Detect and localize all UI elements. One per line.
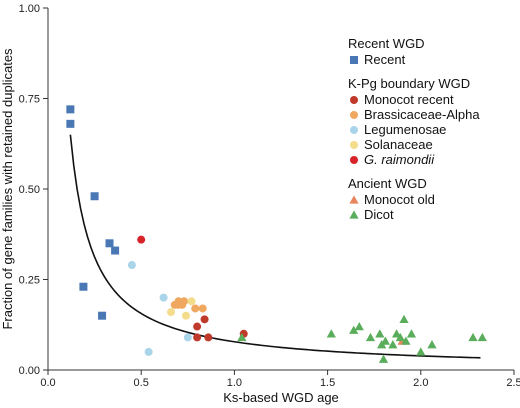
point-recent <box>111 246 120 255</box>
point-legumenosae <box>144 347 153 356</box>
legend-label-dicot: Dicot <box>364 207 394 222</box>
plot-area: 0.0 0.5 1.0 1.5 2.0 2.5 0.00 0.25 0.50 0.75 1.00 <box>19 3 520 389</box>
point-dicot <box>365 332 376 342</box>
legend-marker-brassicaceae-alpha <box>350 111 358 119</box>
y-tick-label: 0.25 <box>19 275 40 287</box>
point-dicot <box>388 340 398 349</box>
fit-curve <box>69 134 481 359</box>
point-recent <box>90 192 99 201</box>
point-dicot <box>375 329 385 338</box>
point-dicot <box>406 329 417 338</box>
legend-label-monocot-recent: Monocot recent <box>364 92 454 107</box>
point-dicot <box>380 336 390 345</box>
x-axis-label: Ks-based WGD age <box>223 390 339 405</box>
legend-label-recent: Recent <box>364 52 406 67</box>
point-legumenosae <box>127 261 136 270</box>
legend-marker-dicot <box>349 210 359 219</box>
y-tick-label: 0.50 <box>19 184 40 196</box>
legend-group-title: Ancient WGD <box>348 176 427 191</box>
legend-label-monocot-old: Monocot old <box>364 192 435 207</box>
point-dicot <box>401 336 411 345</box>
y-axis-label: Fraction of gene families with retained … <box>0 48 15 330</box>
point-recent <box>79 282 88 291</box>
point-dicot <box>378 354 389 363</box>
x-tick-label: 1.0 <box>227 377 242 389</box>
point-dicot <box>395 332 405 342</box>
point-dicot <box>326 329 336 338</box>
x-tick-label: 2.0 <box>413 377 428 389</box>
x-axis-ticks: 0.0 0.5 1.0 1.5 2.0 2.5 <box>40 370 520 389</box>
y-tick-label: 0.75 <box>19 94 40 106</box>
point-brassicaceae-alpha <box>191 304 200 313</box>
x-tick-label: 0.0 <box>40 377 55 389</box>
point-monocot-recent <box>200 315 209 324</box>
point-dicot <box>349 325 359 334</box>
point-monocot-recent <box>193 322 202 331</box>
point-solanaceae <box>167 308 176 317</box>
point-solanaceae <box>181 311 190 320</box>
point-brassicaceae-alpha <box>198 304 207 313</box>
point-brassicaceae-alpha <box>174 300 183 309</box>
point-monocot-recent <box>193 333 202 342</box>
legend-group-title: K-Pg boundary WGD <box>348 76 470 91</box>
data-points <box>66 105 487 363</box>
legend-group-title: Recent WGD <box>348 36 425 51</box>
point-g-raimondii <box>137 235 146 244</box>
legend-label-brassicaceae-alpha: Brassicaceae-Alpha <box>364 107 480 122</box>
point-recent <box>66 119 75 128</box>
legend-label-solanaceae: Solanaceae <box>364 137 433 152</box>
point-dicot <box>468 332 478 342</box>
x-tick-label: 1.5 <box>320 377 335 389</box>
legend-label-g-raimondii: G. raimondii <box>364 152 435 167</box>
legend-marker-recent <box>350 56 358 64</box>
point-dicot <box>354 321 364 331</box>
y-axis-ticks: 0.00 0.25 0.50 0.75 1.00 <box>19 3 48 377</box>
legend-label-legumenosae: Legumenosae <box>364 122 446 137</box>
legend-marker-g-raimondii <box>350 156 358 164</box>
point-recent <box>66 105 75 114</box>
x-tick-label: 0.5 <box>134 377 149 389</box>
point-recent <box>105 239 114 248</box>
x-tick-label: 2.5 <box>506 377 520 389</box>
point-legumenosae <box>183 333 192 342</box>
legend-marker-monocot-recent <box>350 96 358 104</box>
point-solanaceae <box>187 297 196 306</box>
legend-marker-legumenosae <box>350 126 358 134</box>
legend-marker-solanaceae <box>350 141 358 149</box>
y-tick-label: 0.00 <box>19 365 40 377</box>
y-tick-label: 1.00 <box>19 3 40 15</box>
point-dicot <box>416 347 426 356</box>
point-monocot-recent <box>204 333 213 342</box>
point-dicot <box>399 314 409 323</box>
point-recent <box>98 311 107 320</box>
legend-marker-monocot-old <box>349 195 359 204</box>
point-legumenosae <box>159 293 168 302</box>
point-dicot <box>237 332 247 342</box>
point-dicot <box>477 332 487 342</box>
point-dicot <box>427 340 437 349</box>
